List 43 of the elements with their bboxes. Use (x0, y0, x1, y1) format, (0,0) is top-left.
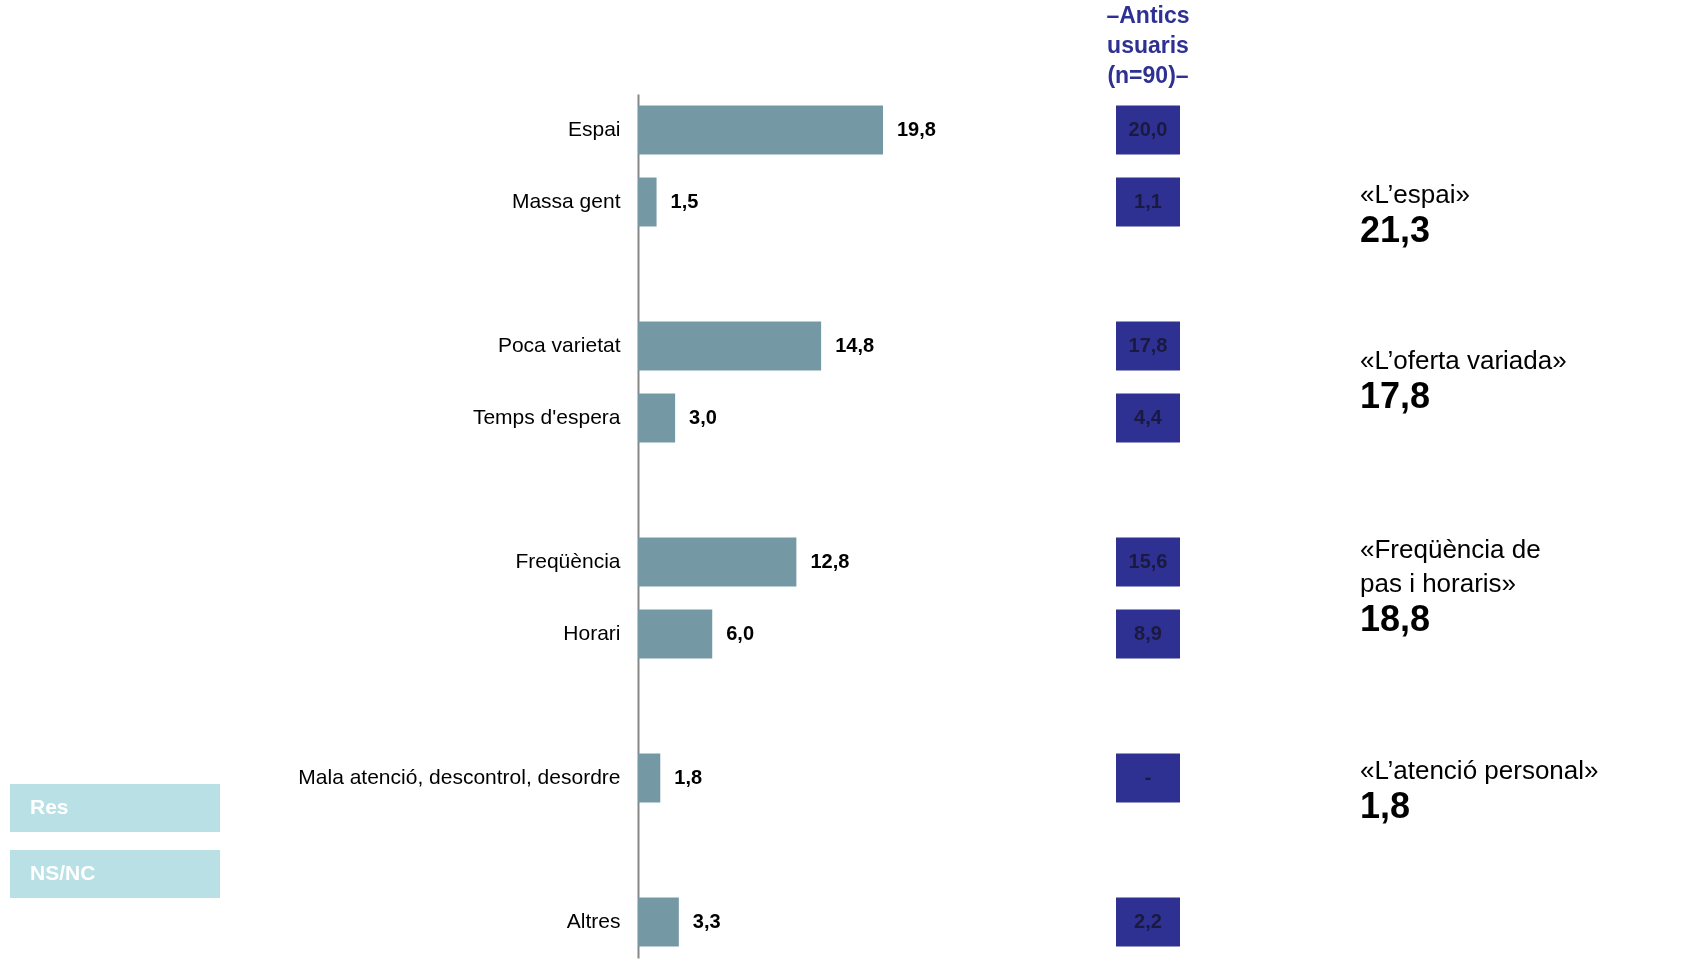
data-label: 19,8 (897, 118, 936, 140)
data-label: 3,3 (692, 910, 721, 932)
text: 17,8 (1360, 374, 1431, 416)
bar (638, 537, 797, 587)
text: 15,6 (1128, 550, 1168, 572)
text: –Antics usuaris (n=90)– (1106, 2, 1190, 88)
bar (638, 609, 713, 659)
bar (638, 105, 883, 155)
bar (638, 753, 661, 803)
text: NS/NC (30, 861, 96, 884)
text: 20,0 (1128, 118, 1168, 140)
y-tick-label: Massa gent (511, 189, 621, 212)
data-label: 6,0 (726, 622, 755, 644)
text: 4,4 (1134, 406, 1163, 428)
y-tick-label: Mala atenció, descontrol, desordre (298, 765, 621, 788)
y-tick-label: Horari (563, 621, 621, 644)
y-tick-label: Temps d'espera (472, 405, 621, 428)
data-label: 12,8 (810, 550, 850, 572)
text: «L’atenció personal» (1360, 755, 1599, 785)
text: 17,8 (1128, 334, 1168, 356)
bar (638, 321, 822, 371)
text: «Freqüència de pas i horaris» (1360, 533, 1541, 598)
text: 8,9 (1134, 622, 1162, 644)
y-tick-label: Poca varietat (497, 333, 621, 356)
y-tick-label: Freqüència (515, 549, 621, 572)
text: «L’oferta variada» (1360, 344, 1567, 375)
bar (638, 393, 676, 443)
bar (638, 177, 657, 227)
text: 18,8 (1360, 597, 1431, 639)
text: - (1144, 766, 1152, 788)
text: 21,3 (1360, 209, 1431, 250)
text: 2,2 (1134, 910, 1162, 932)
text: «L’espai» (1360, 179, 1470, 209)
data-label: 1,5 (670, 190, 699, 212)
text: 1,1 (1134, 190, 1162, 212)
bar (638, 897, 679, 947)
y-tick-label: Altres (566, 909, 621, 932)
data-label: 3,0 (689, 406, 717, 428)
data-label: 14,8 (835, 334, 875, 356)
text: 1,8 (1360, 785, 1411, 826)
y-tick-label: Espai (567, 117, 621, 140)
text: Res (30, 795, 69, 818)
data-label: 1,8 (674, 766, 703, 788)
